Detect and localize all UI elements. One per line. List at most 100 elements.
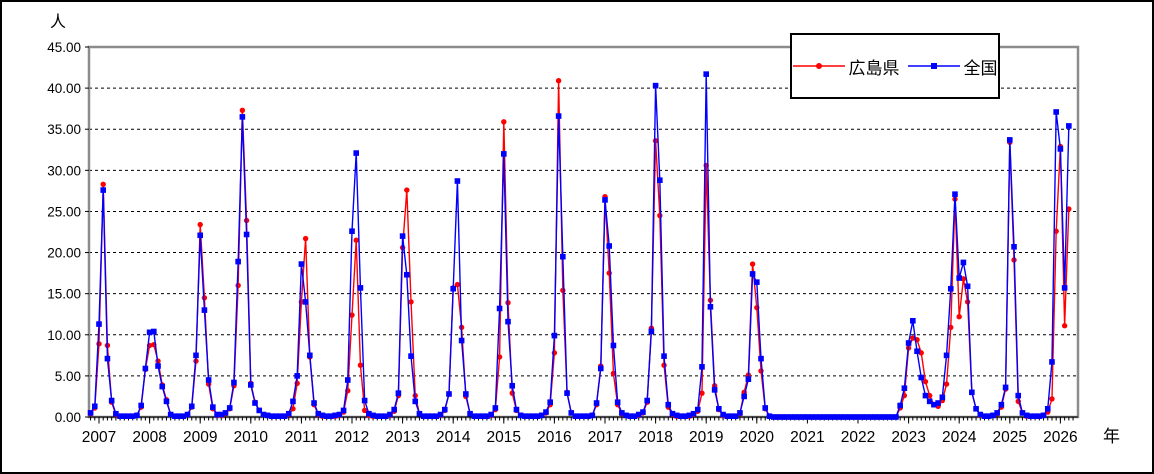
data-point-marker (248, 382, 254, 388)
data-point-marker (517, 412, 524, 419)
data-point-marker (467, 410, 473, 417)
data-point-marker (87, 410, 94, 416)
data-point-marker (193, 352, 199, 359)
data-point-marker (218, 411, 225, 418)
data-point-marker (686, 412, 693, 419)
data-point-marker (813, 414, 819, 420)
data-point-marker (243, 231, 250, 238)
data-point-marker (408, 299, 414, 305)
data-point-marker (732, 413, 739, 419)
data-point-marker (235, 258, 241, 265)
y-tick-label: 5.00 (55, 369, 81, 384)
series-line-hiroshima (90, 80, 1070, 418)
data-point-marker (597, 365, 604, 372)
data-point-marker (311, 400, 317, 406)
data-point-marker (576, 413, 583, 419)
data-point-marker (699, 390, 705, 396)
y-axis-unit-label: 人 (50, 14, 67, 31)
data-point-marker (391, 406, 397, 413)
data-point-marker (791, 414, 798, 420)
data-point-marker (859, 414, 866, 420)
data-point-marker (1066, 123, 1072, 129)
data-point-marker (1061, 323, 1068, 329)
data-point-marker (298, 261, 305, 267)
data-point-marker (855, 414, 861, 420)
data-point-marker (450, 285, 456, 292)
data-point-marker (404, 271, 410, 278)
data-point-marker (222, 410, 229, 416)
year-label: 2007 (82, 429, 116, 446)
data-point-marker (669, 410, 676, 417)
data-point-marker (142, 365, 149, 372)
legend-label-zenkoku: 全国 (963, 58, 998, 78)
data-point-marker (661, 353, 667, 359)
data-point-marker (205, 377, 212, 383)
data-point-marker (1040, 412, 1047, 419)
circle-marker-sample-icon (792, 63, 845, 69)
data-point-marker (998, 401, 1005, 408)
data-point-marker (382, 413, 389, 419)
data-point-marker (648, 328, 655, 335)
data-point-marker (399, 233, 406, 239)
data-point-marker (1015, 392, 1022, 399)
data-point-marker (522, 413, 528, 419)
y-tick-label: 10.00 (47, 328, 81, 343)
year-label: 2023 (891, 429, 925, 446)
y-axis: 45.00 40.00 35.00 30.00 25.00 20.00 15.00 10.00… (47, 40, 89, 425)
data-point-marker (964, 283, 971, 290)
data-point-marker (104, 355, 111, 362)
data-point-marker (589, 412, 596, 419)
data-point-marker (956, 313, 962, 320)
data-point-marker (724, 413, 731, 419)
year-label: 2012 (335, 429, 369, 446)
data-point-marker (180, 413, 187, 419)
data-point-marker (665, 401, 672, 408)
y-tick-label: 30.00 (47, 163, 81, 178)
data-point-marker (437, 411, 444, 418)
y-tick-label: 40.00 (47, 81, 81, 96)
data-point-marker (328, 413, 334, 419)
data-point-marker (302, 235, 309, 242)
data-point-marker (619, 410, 625, 416)
data-point-marker (433, 413, 440, 419)
data-point-marker (749, 271, 756, 277)
data-point-marker (754, 279, 760, 285)
data-point-marker (614, 399, 621, 405)
data-point-marker (361, 397, 368, 404)
y-tick-label: 25.00 (47, 204, 81, 219)
year-label: 2025 (993, 429, 1027, 446)
data-point-marker (910, 318, 916, 324)
data-point-marker (429, 413, 435, 419)
data-point-marker (231, 379, 237, 386)
data-point-marker (560, 287, 566, 294)
data-point-marker (581, 413, 587, 419)
y-tick-label: 20.00 (47, 246, 81, 261)
data-point-marker (884, 414, 891, 420)
data-point-marker (256, 407, 263, 414)
data-point-marker (981, 413, 988, 419)
data-point-marker (635, 411, 642, 418)
data-point-marker (863, 414, 870, 420)
data-point-marker (319, 412, 326, 419)
data-point-marker (711, 387, 718, 393)
data-point-marker (867, 414, 874, 420)
data-point-marker (1028, 413, 1034, 419)
data-point-marker (926, 392, 933, 399)
data-point-marker (555, 113, 562, 119)
data-point-marker (673, 412, 680, 419)
data-point-marker (652, 82, 659, 89)
data-point-marker (960, 276, 967, 282)
data-point-marker (1066, 206, 1072, 212)
data-point-marker (678, 413, 684, 419)
data-point-marker (606, 243, 613, 249)
year-label: 2016 (537, 429, 571, 446)
data-point-marker (96, 341, 102, 347)
data-point-marker (939, 394, 946, 401)
series-zenkoku (87, 71, 1072, 420)
data-point-marker (838, 414, 844, 420)
data-point-marker (475, 413, 482, 419)
data-point-marker (610, 342, 617, 349)
data-point-marker (888, 414, 895, 420)
data-point-marker (585, 413, 591, 419)
